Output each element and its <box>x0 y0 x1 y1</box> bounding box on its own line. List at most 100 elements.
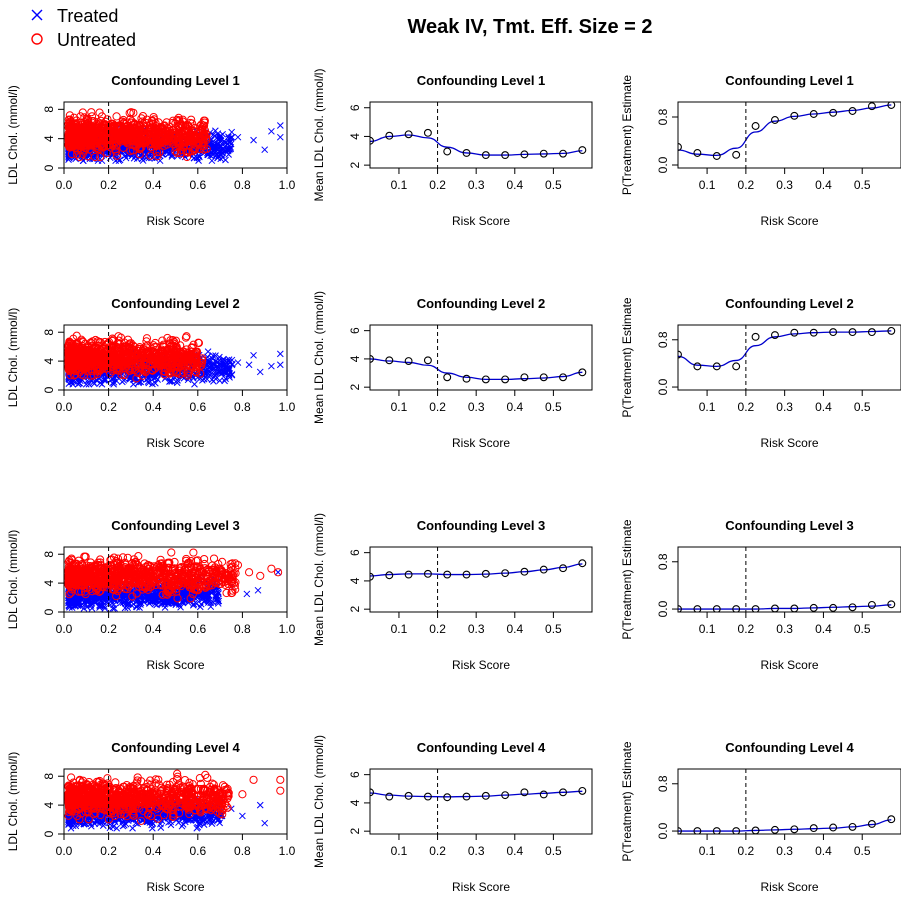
bin-point <box>385 131 394 140</box>
panel-r1c1: Confounding Level 10.0 0.2 0.4 0.6 0.8 1.0Ris… <box>6 73 296 228</box>
untreated-point <box>171 119 180 128</box>
untreated-point <box>125 108 134 118</box>
bin-point <box>462 148 471 157</box>
panel-r1c1-x-label: Risk Score <box>146 214 204 228</box>
treated-point <box>228 134 236 141</box>
untreated-point <box>135 120 144 129</box>
treated-point-stroke <box>209 131 217 139</box>
y-tick-label: 4 <box>348 133 362 140</box>
panel-r1c2-smooth-curve <box>370 134 583 156</box>
untreated-point <box>189 144 198 153</box>
untreated-point <box>138 132 147 141</box>
untreated-point <box>67 134 76 143</box>
bin-point <box>887 102 896 109</box>
bin-point <box>751 122 760 130</box>
treated-outlier <box>261 146 269 154</box>
treated-outlier-stroke <box>261 146 269 154</box>
treated-point <box>213 151 220 158</box>
y-tick-label: 4 <box>42 135 56 142</box>
untreated-point <box>124 138 133 147</box>
x-tick-label: 0.2 <box>429 178 446 192</box>
panel-r1c3-x-label: Risk Score <box>760 214 818 228</box>
y-tick-label: 0.8 <box>656 108 670 125</box>
treated-point <box>227 140 235 148</box>
untreated-point <box>127 131 136 140</box>
treated-point-stroke <box>212 127 219 135</box>
panel-r1c2-y-axis: 2 4 6 <box>348 104 370 168</box>
figure-title: Weak IV, Tmt. Eff. Size = 2 <box>407 16 652 38</box>
untreated-point <box>70 122 79 131</box>
x-tick-label: 0.4 <box>145 178 162 192</box>
untreated-point <box>187 115 196 124</box>
untreated-point <box>83 139 92 148</box>
x-tick-label: 0.2 <box>738 178 755 192</box>
untreated-point <box>152 148 162 157</box>
treated-point <box>130 154 138 162</box>
bin-point <box>520 150 529 159</box>
treated-point <box>227 138 234 146</box>
treated-point-stroke <box>213 151 220 158</box>
panel-r1c1-y-label: LDL Chol. (mmol/l) <box>6 85 20 185</box>
bin-point <box>771 116 779 124</box>
untreated-point <box>134 140 143 149</box>
treated-point <box>147 149 155 157</box>
y-tick-label: 6 <box>348 104 362 111</box>
untreated-point <box>129 108 138 117</box>
x-tick-label: 0.5 <box>854 178 871 192</box>
untreated-point <box>97 127 107 136</box>
untreated-point <box>188 147 197 156</box>
untreated-point <box>147 138 156 148</box>
treated-point-stroke <box>214 135 222 143</box>
bin-point <box>790 111 799 120</box>
x-tick-label: 0.3 <box>468 178 485 192</box>
panel-r1c2-plot-area <box>370 128 587 160</box>
untreated-point <box>168 129 177 139</box>
untreated-point <box>101 117 110 126</box>
untreated-point <box>76 126 85 136</box>
treated-point <box>215 152 222 159</box>
untreated-point <box>92 141 102 150</box>
untreated-point <box>164 137 173 146</box>
untreated-point <box>187 128 196 137</box>
treated-outlier <box>234 133 242 141</box>
bin-point <box>578 146 587 155</box>
panel-r1c3-binned-points <box>678 102 896 160</box>
bin-point <box>732 150 741 159</box>
treated-point-stroke <box>223 146 231 154</box>
untreated-point <box>171 147 180 156</box>
x-tick-label: 0.1 <box>699 178 716 192</box>
y-tick-label: 0 <box>42 164 56 171</box>
untreated-point <box>118 117 127 126</box>
treated-outlier <box>276 133 284 141</box>
treated-point <box>80 157 87 165</box>
bin-point <box>423 128 432 137</box>
treated-point-stroke <box>156 157 164 165</box>
treated-point <box>116 156 124 164</box>
untreated-point <box>168 139 177 149</box>
bin-point <box>481 151 490 160</box>
treated-point-stroke <box>217 132 224 140</box>
treated-point-stroke <box>208 139 215 147</box>
untreated-point <box>202 144 211 153</box>
treated-point <box>94 157 102 165</box>
untreated-point <box>106 139 115 148</box>
x-tick-label: 0.6 <box>189 178 206 192</box>
untreated-point <box>157 125 166 134</box>
panel-r1c1-title: Confounding Level 1 <box>111 73 240 88</box>
treated-point-stroke <box>119 147 127 155</box>
treated-point-stroke <box>145 154 153 162</box>
untreated-point <box>132 127 141 136</box>
y-tick-label: 8 <box>42 106 56 113</box>
untreated-point <box>94 132 103 142</box>
untreated-point <box>199 121 208 130</box>
y-tick-label: 2 <box>348 161 362 168</box>
treated-outlier-stroke <box>268 127 275 135</box>
untreated-point <box>174 138 183 147</box>
panel-r1c1-plot-area <box>64 108 284 165</box>
untreated-point <box>143 130 153 139</box>
untreated-point <box>112 112 121 121</box>
panel-r2c1-title: Confounding Level 2 <box>111 296 240 311</box>
panel-r1c3-smooth-curve <box>678 104 892 157</box>
